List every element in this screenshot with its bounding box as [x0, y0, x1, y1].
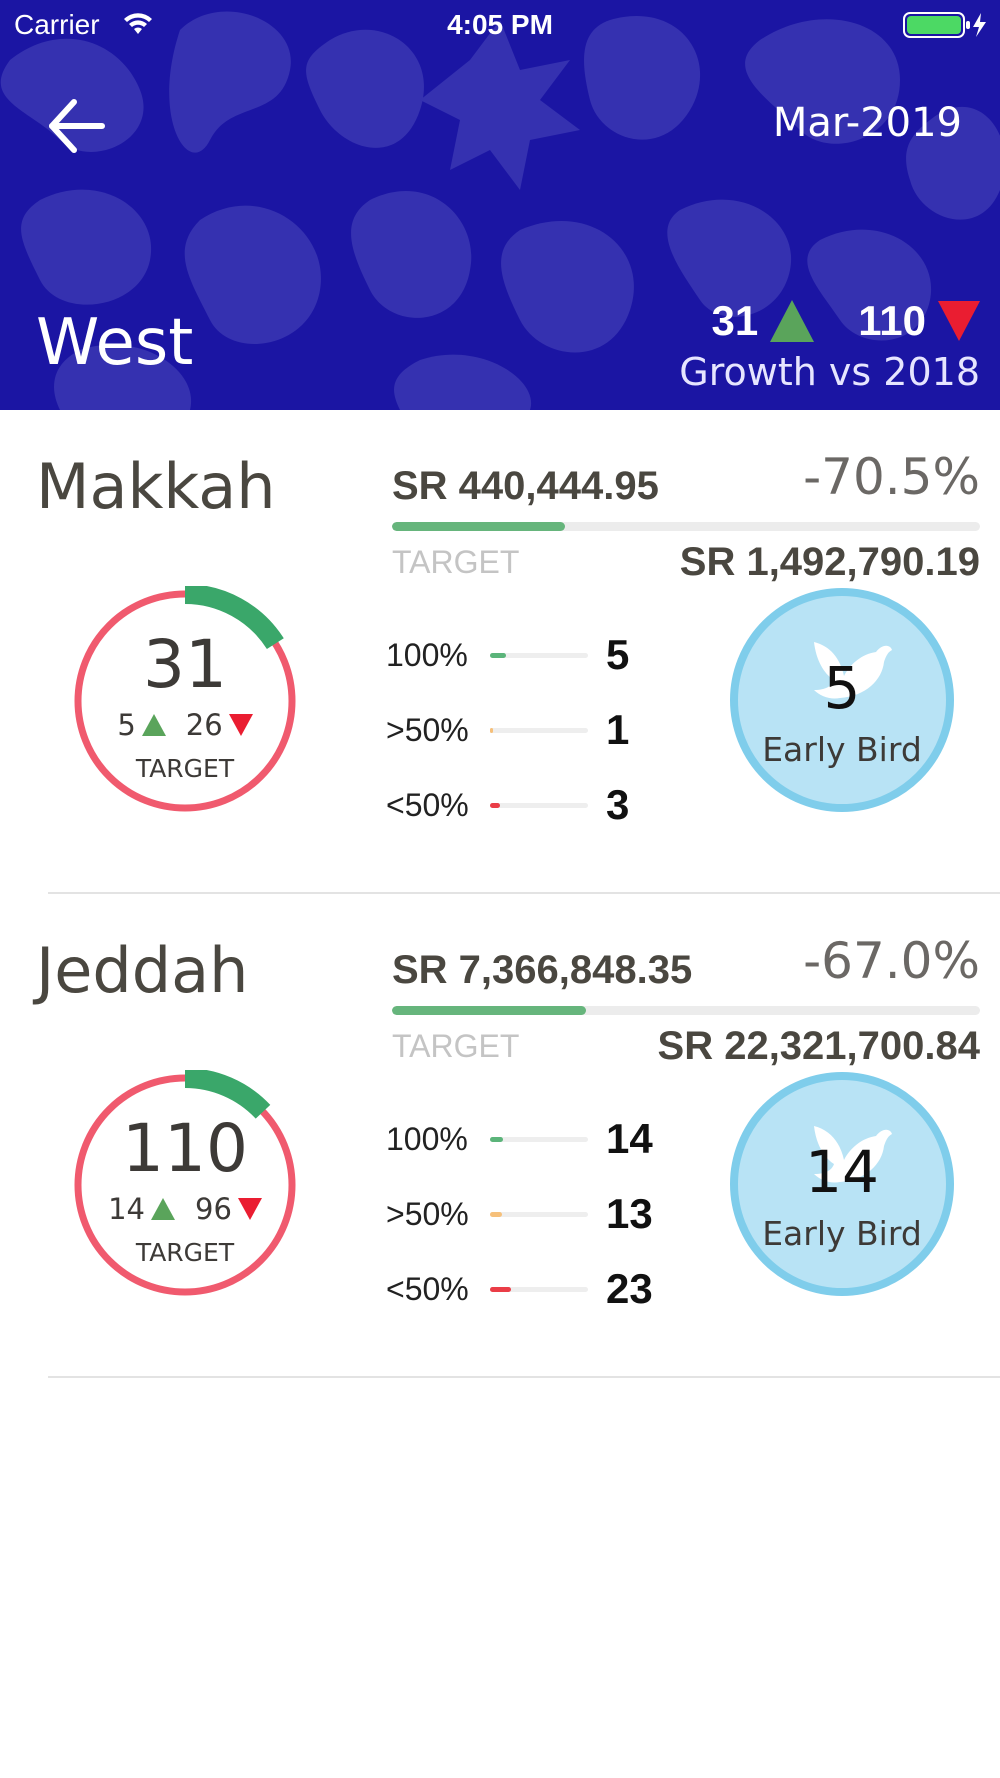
- early-bird-badge[interactable]: 14 Early Bird: [730, 1072, 954, 1296]
- target-label: TARGET: [392, 1028, 520, 1064]
- target-value: SR 22,321,700.84: [657, 1024, 980, 1068]
- up-count: 5: [117, 708, 136, 742]
- tier-bar: [490, 727, 588, 733]
- back-arrow-icon[interactable]: [44, 96, 108, 156]
- dove-icon: [814, 642, 892, 699]
- tier-bar-fill: [490, 1211, 502, 1217]
- divider: [48, 892, 1000, 894]
- down-triangle-icon: [228, 714, 253, 736]
- region-title: West: [36, 306, 194, 380]
- target-ring: 110 14 96 TARGET: [70, 1068, 300, 1300]
- tier-label: >50%: [386, 1195, 469, 1232]
- down-count: 26: [185, 708, 223, 742]
- tier-bar-fill: [490, 652, 506, 658]
- tier-label: <50%: [386, 1270, 469, 1307]
- city-card-jeddah[interactable]: Jeddah 110 14 96 TARGET SR 7,366,848.35 …: [0, 894, 1000, 1378]
- period-label[interactable]: Mar-2019: [772, 100, 962, 146]
- tier-value: 13: [606, 1190, 653, 1237]
- tier-bar: [490, 802, 588, 808]
- sales-amount: SR 440,444.95: [392, 464, 659, 508]
- tier-label: 100%: [386, 1120, 468, 1157]
- target-ring-chart: [74, 584, 296, 812]
- early-bird-count: 14: [805, 1138, 879, 1206]
- dove-icon: [814, 1126, 892, 1183]
- tier-value: 14: [606, 1115, 653, 1162]
- divider: [48, 1376, 1000, 1378]
- city-name: Jeddah: [36, 934, 249, 1007]
- growth-percent: -70.5%: [803, 448, 980, 506]
- tier-bar: [490, 652, 588, 658]
- target-split: 5 26: [70, 708, 300, 742]
- down-triangle-icon: [237, 1198, 262, 1220]
- target-ring-chart: [74, 1068, 296, 1296]
- up-triangle-icon: [151, 1198, 175, 1220]
- tier-bar: [490, 1136, 588, 1142]
- carrier-label: Carrier: [14, 9, 100, 40]
- tier-over-50: >50% 13: [386, 1189, 653, 1239]
- tier-value: 23: [606, 1265, 653, 1312]
- tier-value: 3: [606, 781, 630, 828]
- tier-bar: [490, 1211, 588, 1217]
- sales-progress-fill: [392, 522, 566, 531]
- tier-label: 100%: [386, 636, 468, 673]
- target-label: TARGET: [392, 544, 520, 580]
- ring-progress-arc: [184, 584, 284, 650]
- tier-value: 1: [606, 706, 630, 753]
- down-triangle-icon: [938, 301, 980, 341]
- tier-under-50: <50% 3: [386, 780, 629, 830]
- growth-summary: 31 110 Growth vs 2018: [679, 292, 980, 394]
- battery-icon: [903, 12, 986, 38]
- target-value: SR 1,492,790.19: [679, 540, 980, 584]
- up-triangle-icon: [141, 714, 166, 736]
- tier-100: 100% 14: [386, 1114, 653, 1164]
- tier-bar: [490, 1286, 588, 1292]
- city-card-makkah[interactable]: Makkah 31 5 26 TARGET SR 440,444.95 -70.…: [0, 410, 1000, 894]
- tier-under-50: <50% 23: [386, 1264, 653, 1314]
- target-count: 31: [143, 626, 227, 703]
- sales-progress-bar: [392, 522, 980, 531]
- growth-up-count: 31: [711, 297, 759, 344]
- growth-label: Growth vs 2018: [679, 350, 980, 394]
- target-caption: TARGET: [135, 1238, 235, 1267]
- sales-progress-bar: [392, 1006, 980, 1015]
- early-bird-label: Early Bird: [762, 1214, 922, 1253]
- header: Carrier 4:05 PM Mar-2019 West 31 110 Gro…: [0, 0, 1000, 410]
- sales-amount: SR 7,366,848.35: [392, 948, 693, 992]
- tier-label: >50%: [386, 711, 469, 748]
- city-name: Makkah: [36, 450, 276, 523]
- tier-value: 5: [606, 631, 630, 678]
- target-ring: 31 5 26 TARGET: [70, 584, 300, 816]
- up-count: 14: [108, 1192, 145, 1226]
- target-caption: TARGET: [135, 754, 235, 783]
- target-split: 14 96: [70, 1192, 300, 1226]
- early-bird-badge[interactable]: 5 Early Bird: [730, 588, 954, 812]
- tier-label: <50%: [386, 786, 469, 823]
- status-bar: Carrier 4:05 PM: [0, 0, 1000, 52]
- wifi-icon: [124, 13, 152, 34]
- tier-bar-fill: [490, 802, 500, 808]
- growth-percent: -67.0%: [803, 932, 980, 990]
- ring-progress-arc: [184, 1068, 271, 1119]
- up-triangle-icon: [770, 300, 815, 342]
- tier-bar-fill: [490, 1136, 503, 1142]
- decorative-pattern: [0, 11, 1000, 410]
- clock: 4:05 PM: [447, 9, 553, 40]
- tier-bar-fill: [490, 727, 493, 733]
- sales-progress-fill: [392, 1006, 587, 1015]
- early-bird-label: Early Bird: [762, 730, 922, 769]
- tier-100: 100% 5: [386, 630, 629, 680]
- tier-bar-fill: [490, 1286, 511, 1292]
- target-count: 110: [122, 1110, 248, 1187]
- tier-over-50: >50% 1: [386, 705, 629, 755]
- down-count: 96: [195, 1192, 232, 1226]
- growth-down-count: 110: [858, 297, 926, 344]
- early-bird-count: 5: [823, 654, 861, 722]
